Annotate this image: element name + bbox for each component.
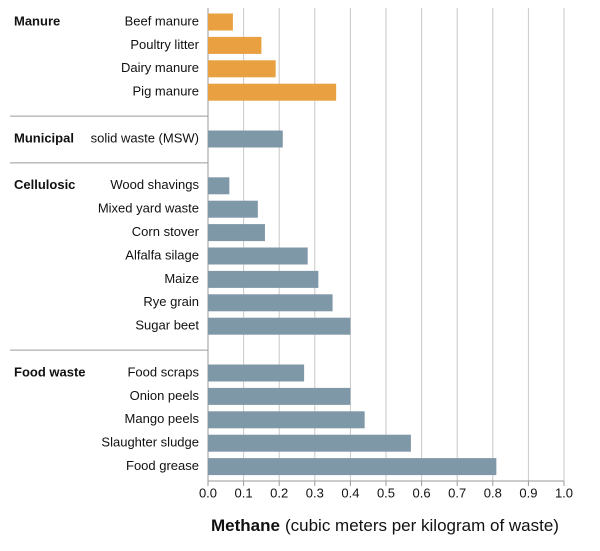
x-tick-label: 0.7 [448,485,466,500]
bar [208,387,351,405]
x-tick-label: 0.6 [413,485,431,500]
group-label: Food waste [14,364,86,379]
bar [208,13,233,31]
bar [208,83,337,101]
y-tick-label: Mango peels [125,411,200,426]
group-label: Cellulosic [14,177,75,192]
bar [208,364,305,382]
x-tick-label: 0.8 [484,485,502,500]
bar [208,200,258,218]
group-label: Manure [14,13,60,28]
bar [208,247,308,265]
y-tick-label: Poultry litter [130,37,199,52]
bar [208,130,283,148]
y-tick-label: solid waste (MSW) [91,130,199,145]
x-tick-label: 1.0 [555,485,573,500]
x-tick-label: 0.9 [519,485,537,500]
y-tick-label: Food grease [126,458,199,473]
x-tick-label: 0.0 [199,485,217,500]
y-tick-label: Pig manure [133,84,199,99]
x-tick-label: 0.5 [377,485,395,500]
y-tick-label: Corn stover [132,224,200,239]
bar [208,294,333,312]
x-axis-title-unit: (cubic meters per kilogram of waste) [285,516,559,535]
y-tick-label: Wood shavings [110,177,199,192]
y-tick-label: Maize [164,271,199,286]
bar [208,36,262,54]
bar [208,177,230,195]
bar [208,224,265,242]
y-tick-label: Alfalfa silage [125,247,199,262]
group-label: Municipal [14,130,74,145]
bar [208,411,365,429]
y-tick-label: Mixed yard waste [98,201,199,216]
y-tick-label: Onion peels [130,388,200,403]
y-tick-label: Food scraps [127,364,199,379]
bar [208,270,319,288]
bar [208,434,411,452]
bar [208,60,276,78]
bar [208,458,497,476]
y-tick-label: Dairy manure [121,60,199,75]
y-tick-label: Sugar beet [135,318,199,333]
y-tick-label: Slaughter sludge [101,435,199,450]
bar [208,317,351,335]
x-tick-label: 0.1 [235,485,253,500]
y-tick-label: Beef manure [125,13,199,28]
x-axis-title: Methane (cubic meters per kilogram of was… [211,516,559,535]
x-tick-label: 0.3 [306,485,324,500]
x-tick-label: 0.4 [341,485,359,500]
x-axis-title-main: Methane [211,516,280,535]
y-tick-label: Rye grain [143,294,199,309]
x-tick-label: 0.2 [270,485,288,500]
